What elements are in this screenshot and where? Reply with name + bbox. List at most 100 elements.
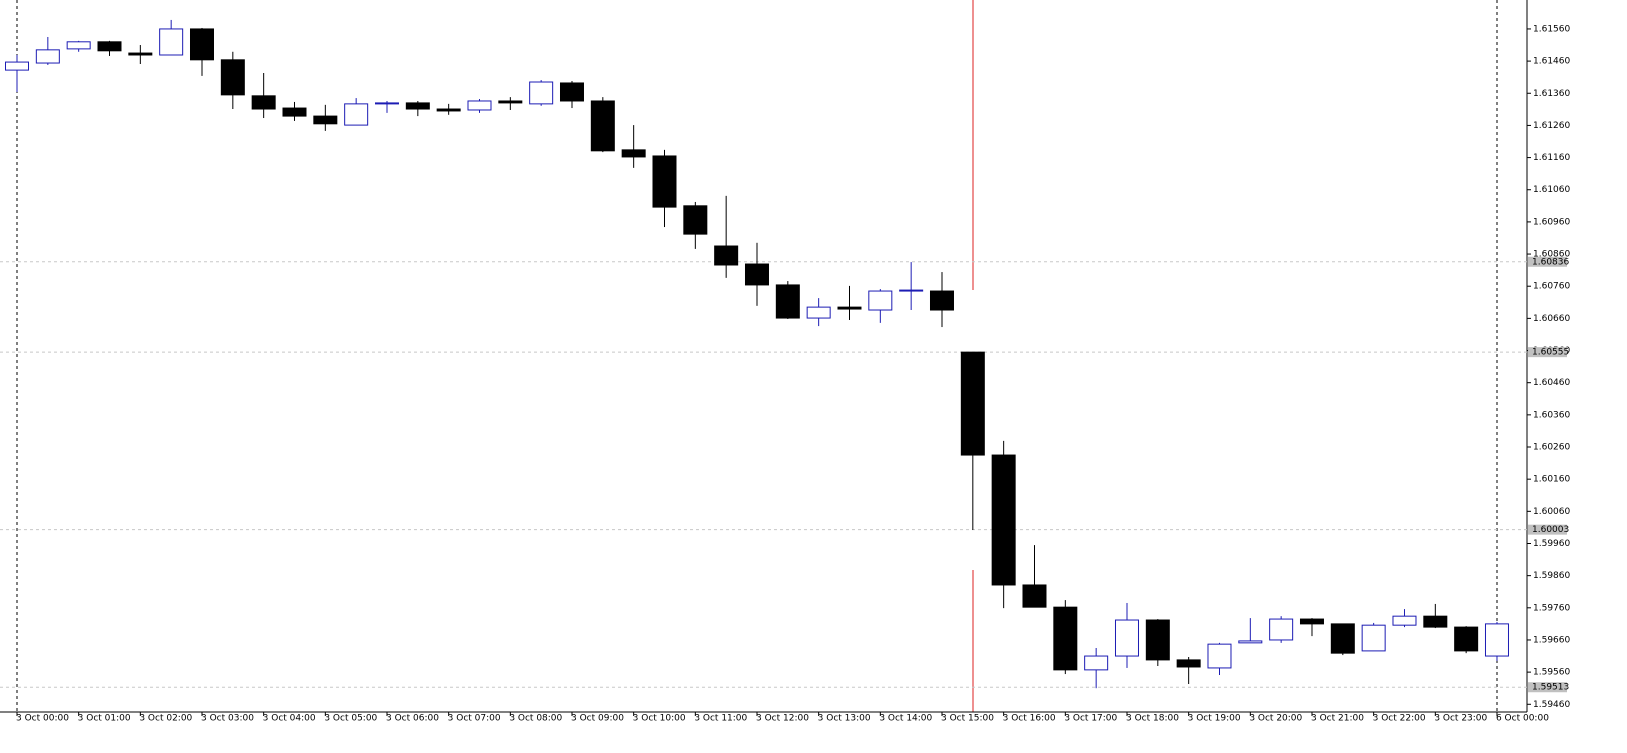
x-tick-label: 3 Oct 21:00 — [1311, 714, 1364, 724]
candle-body — [1053, 606, 1078, 671]
x-tick-label: 3 Oct 23:00 — [1434, 714, 1487, 724]
candle-body — [5, 61, 29, 71]
candle-body — [313, 115, 338, 125]
y-tick-label: 1.61360 — [1533, 89, 1570, 99]
candle-body — [1299, 618, 1324, 625]
y-tick-label: 1.59860 — [1533, 571, 1570, 581]
level-label: 1.60555 — [1532, 348, 1569, 358]
candle-body — [97, 41, 122, 52]
candle-body — [868, 290, 893, 311]
x-tick-label: 3 Oct 12:00 — [756, 714, 809, 724]
candle-body — [344, 103, 369, 126]
x-tick-label: 3 Oct 16:00 — [1003, 714, 1056, 724]
level-label-box — [1528, 682, 1567, 693]
y-tick-label: 1.60860 — [1533, 250, 1570, 260]
candle-body — [467, 100, 492, 111]
candle-body — [621, 149, 646, 158]
y-tick-label: 1.60960 — [1533, 217, 1570, 227]
level-label-box — [1528, 256, 1567, 267]
x-tick-label: 3 Oct 22:00 — [1373, 714, 1426, 724]
candle-body — [1330, 623, 1355, 654]
candle-body — [590, 100, 615, 152]
y-tick-label: 1.59560 — [1533, 668, 1570, 678]
y-tick-label: 1.61460 — [1533, 57, 1570, 67]
candle-body — [405, 102, 430, 110]
y-tick-label: 1.60060 — [1533, 507, 1570, 517]
candle-body — [220, 59, 245, 96]
candle-body — [128, 52, 153, 56]
candle-body — [1176, 659, 1201, 668]
candle-body — [652, 155, 677, 208]
candle-body — [66, 41, 91, 50]
y-tick-label: 1.60360 — [1533, 410, 1570, 420]
x-tick-label: 3 Oct 05:00 — [324, 714, 377, 724]
candle-body — [1484, 623, 1509, 657]
candle-body — [1454, 626, 1479, 652]
x-tick-label: 3 Oct 10:00 — [633, 714, 686, 724]
candle-body — [1084, 655, 1109, 671]
x-tick-label: 3 Oct 07:00 — [448, 714, 501, 724]
candle-body — [498, 100, 523, 104]
candle-body — [1423, 615, 1448, 628]
y-tick-label: 1.59460 — [1533, 700, 1570, 710]
x-tick-label: 3 Oct 01:00 — [78, 714, 131, 724]
y-tick-label: 1.60660 — [1533, 314, 1570, 324]
candle-body — [714, 245, 739, 266]
candle-body — [775, 284, 800, 319]
x-tick-label: 3 Oct 19:00 — [1188, 714, 1241, 724]
candle-body — [899, 289, 924, 292]
y-tick-label: 1.59660 — [1533, 635, 1570, 645]
candle-body — [1145, 619, 1170, 661]
candle-body — [960, 351, 985, 456]
candle-body — [1361, 624, 1386, 652]
candle-body — [929, 290, 954, 311]
candle-body — [374, 102, 399, 105]
x-tick-label: 3 Oct 18:00 — [1126, 714, 1179, 724]
y-tick-label: 1.60460 — [1533, 378, 1570, 388]
candle-body — [1022, 584, 1047, 608]
y-tick-label: 1.60260 — [1533, 443, 1570, 453]
level-label-box — [1528, 524, 1567, 535]
y-tick-label: 1.59960 — [1533, 539, 1570, 549]
y-tick-label: 1.61160 — [1533, 153, 1570, 163]
candle-body — [529, 81, 554, 105]
x-tick-label: 3 Oct 08:00 — [509, 714, 562, 724]
y-tick-label: 1.59760 — [1533, 603, 1570, 613]
x-tick-label: 3 Oct 06:00 — [386, 714, 439, 724]
candle-body — [991, 454, 1016, 586]
candle-body — [744, 263, 769, 286]
candle-body — [189, 28, 214, 61]
candle-body — [436, 108, 461, 112]
x-tick-label: 3 Oct 17:00 — [1064, 714, 1117, 724]
level-label: 1.60836 — [1532, 257, 1569, 267]
level-label-box — [1528, 347, 1567, 358]
candle-body — [35, 49, 60, 64]
candle-body — [559, 82, 584, 102]
candle-body — [1207, 643, 1232, 669]
x-tick-label: 3 Oct 13:00 — [818, 714, 871, 724]
x-tick-label: 6 Oct 00:00 — [1496, 714, 1549, 724]
candle-body — [251, 95, 276, 110]
x-tick-label: 3 Oct 00:00 — [16, 714, 69, 724]
candle-body — [1238, 640, 1263, 644]
candle-body — [1392, 615, 1417, 626]
x-tick-label: 3 Oct 02:00 — [139, 714, 192, 724]
candle-body — [806, 306, 831, 319]
x-tick-label: 3 Oct 15:00 — [941, 714, 994, 724]
x-tick-label: 3 Oct 04:00 — [263, 714, 316, 724]
candle-body — [1114, 619, 1139, 657]
x-tick-label: 3 Oct 20:00 — [1249, 714, 1302, 724]
level-label: 1.60003 — [1532, 525, 1569, 535]
candle-body — [683, 205, 708, 235]
level-label: 1.59513 — [1532, 683, 1569, 693]
x-tick-label: 3 Oct 11:00 — [694, 714, 747, 724]
x-tick-label: 3 Oct 03:00 — [201, 714, 254, 724]
y-tick-label: 1.61260 — [1533, 121, 1570, 131]
y-tick-label: 1.60760 — [1533, 282, 1570, 292]
y-tick-label: 1.60160 — [1533, 475, 1570, 485]
y-tick-label: 1.61560 — [1533, 24, 1570, 34]
candle-body — [159, 28, 184, 56]
